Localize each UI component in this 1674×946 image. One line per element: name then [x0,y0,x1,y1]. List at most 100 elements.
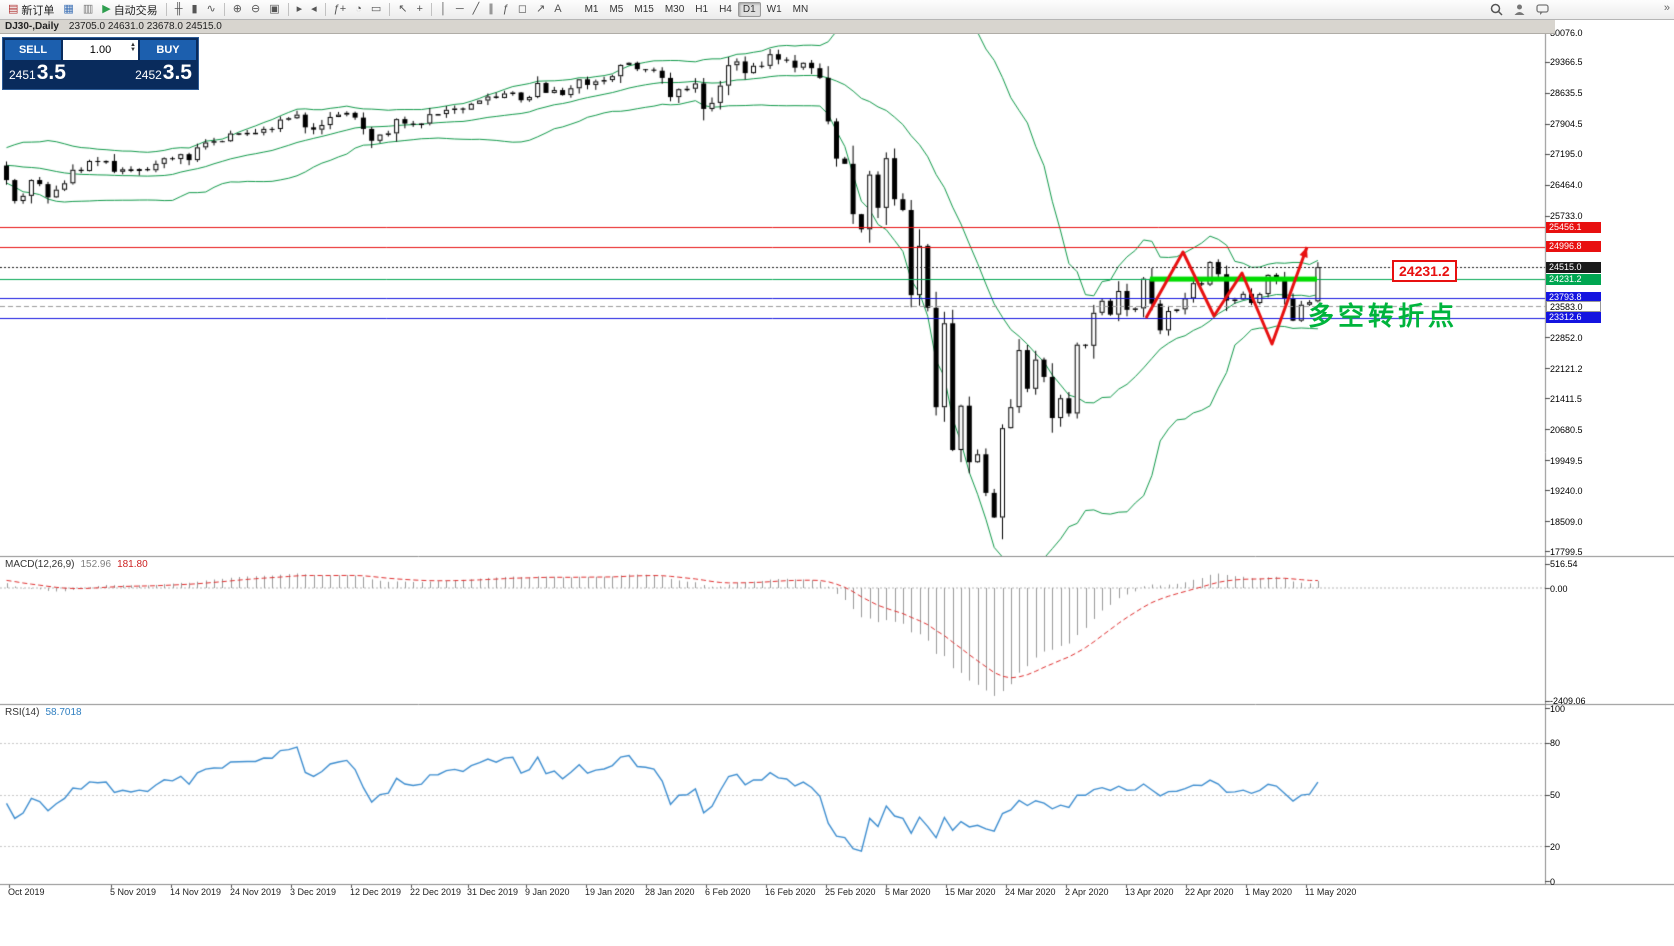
macd-tick-label: -2409.06 [1550,696,1586,707]
shapes-button[interactable]: ◻ [514,1,531,19]
timeframe-bar: M1 M5 M15 M30 H1 H4 D1 W1 MN [580,2,814,17]
crosshair-button[interactable]: + [413,1,427,19]
macd-label: MACD(12,26,9) 152.96 181.80 [3,559,150,570]
rsi-name: RSI(14) [5,707,40,718]
price-scale[interactable]: 30076.0 29366.5 28635.5 27904.5 27195.0 26464… [1546,0,1674,946]
bars-mode-button[interactable]: ╫ [171,1,187,19]
volume-control[interactable]: 1.00 ▲ ▼ [63,40,138,60]
volume-up-arrow[interactable]: ▲ [130,42,136,48]
price-tick-label: 22121.2 [1550,363,1583,374]
zoom-in-button[interactable]: ⊕ [229,1,246,19]
price-tick-label: 27195.0 [1550,149,1583,160]
date-tick-label: 28 Jan 2020 [645,887,695,897]
date-tick-label: 24 Nov 2019 [230,887,282,897]
trend-line-button[interactable]: ╱ [469,1,484,19]
date-tick-label: 16 Feb 2020 [765,887,816,897]
timeframe-m1[interactable]: M1 [584,4,599,15]
zoom-out-button[interactable]: ⊖ [247,1,264,19]
timeframe-w1[interactable]: W1 [766,4,782,15]
tile-windows-icon: ▣ [269,3,280,15]
timeframe-m15[interactable]: M15 [634,4,654,15]
new-chart-button[interactable]: ▦ [59,1,77,19]
templates-icon: ▭ [370,3,382,15]
rsi-tick-label: 20 [1550,841,1561,852]
toolbar-button-label: 自动交易 [113,4,158,17]
toolbar-separator [287,3,289,16]
time-scale[interactable]: Oct 2019 5 Nov 2019 14 Nov 2019 24 Nov 2019… [0,885,1545,903]
toolbar-button-label: 新订单 [21,4,55,17]
chat-icon[interactable] [1534,2,1550,18]
search-icon[interactable] [1488,2,1504,18]
new-chart-icon: ▦ [63,3,74,15]
timeframe-m30[interactable]: M30 [664,4,685,15]
timeframe-d1[interactable]: D1 [737,2,761,17]
volume-value[interactable]: 1.00 [89,44,112,56]
vertical-line-button[interactable]: │ [436,1,451,19]
timeframe-m5[interactable]: M5 [609,4,624,15]
volume-down-arrow[interactable]: ▼ [130,47,136,53]
timeframe-h4[interactable]: H4 [719,4,732,15]
templates-button[interactable]: ▭ [367,1,385,19]
toolbar-separator [389,3,391,16]
indicators-icon: ƒ+ [333,3,347,15]
fibonacci-icon: ƒ [502,3,509,15]
arrow-tool-icon: ↗ [536,3,546,15]
profiles-button[interactable]: ▥ [79,1,97,19]
price-level-label: 23583.0 [1546,300,1601,312]
price-level-label: 24996.8 [1546,241,1601,253]
volume-spinner[interactable]: ▲ ▼ [130,42,136,53]
date-tick-label: 5 Mar 2020 [885,887,931,897]
community-icon[interactable] [1511,2,1527,18]
chart-symbol-period: DJ30-,Daily [5,21,59,32]
rsi-value: 58.7018 [45,707,82,718]
periods-icon: ◔ [355,3,362,15]
auto-trading-button[interactable]: ▶ 自动交易 [98,1,161,19]
price-level-label: 23312.6 [1546,312,1601,324]
auto-scroll-button[interactable]: ▸ [293,1,307,19]
horizontal-line-icon: ─ [455,3,464,15]
one-click-trading-panel: SELL 1.00 ▲ ▼ BUY 2451 3.5 2452 3.5 [2,37,199,90]
bars-mode-icon: ╫ [174,3,183,15]
timeframe-h1[interactable]: H1 [695,4,709,15]
indicators-button[interactable]: ƒ+ [330,1,351,19]
macd-name: MACD(12,26,9) [5,559,75,570]
cursor-button[interactable]: ↖ [394,1,411,19]
equidistant-channel-button[interactable]: ∥ [484,1,498,19]
date-tick-label: 12 Dec 2019 [350,887,402,897]
price-tick-label: 27904.5 [1550,119,1583,130]
text-tool-button[interactable]: A [550,1,565,19]
macd-tick-label: 0.00 [1550,583,1568,594]
chart-title-bar: DJ30-,Daily 23705.0 24631.0 23678.0 2451… [0,20,1555,34]
rsi-label: RSI(14) 58.7018 [3,707,84,718]
toolbar-overflow-chevron[interactable]: » [1663,2,1670,14]
zoom-out-icon: ⊖ [250,3,261,15]
chart-shift-button[interactable]: ◂ [307,1,321,19]
auto-scroll-icon: ▸ [296,3,303,15]
turning-point-note[interactable]: 多空转折点 [1308,301,1459,331]
fibonacci-button[interactable]: ƒ [499,1,513,19]
price-callout[interactable]: 24231.2 [1392,260,1457,282]
date-tick-label: 5 Nov 2019 [110,887,157,897]
horizontal-line-button[interactable]: ─ [452,1,468,19]
tile-windows-button[interactable]: ▣ [265,1,283,19]
sell-button[interactable]: SELL [5,40,61,60]
price-tick-label: 30076.0 [1550,27,1583,38]
price-tick-label: 26464.0 [1550,180,1583,191]
new-order-button[interactable]: ▤ 新订单 [4,1,58,19]
candles-mode-button[interactable]: ▮ [187,1,201,19]
timeframe-mn[interactable]: MN [792,4,809,15]
price-level-label: 25456.1 [1546,221,1601,233]
date-tick-label: 24 Mar 2020 [1005,887,1056,897]
rsi-tick-label: 0 [1550,876,1556,887]
buy-button[interactable]: BUY [140,40,196,60]
line-mode-button[interactable]: ∿ [203,1,220,19]
arrow-tool-button[interactable]: ↗ [532,1,549,19]
toolbar-separator [165,3,167,16]
periods-button[interactable]: ◔ [351,1,366,19]
price-tick-label: 19240.0 [1550,485,1583,496]
auto-trading-icon: ▶ [102,3,111,15]
price-level-label: 23793.8 [1546,292,1601,304]
toolbar-separator [324,3,326,16]
buy-price: 2452 3.5 [135,61,192,84]
